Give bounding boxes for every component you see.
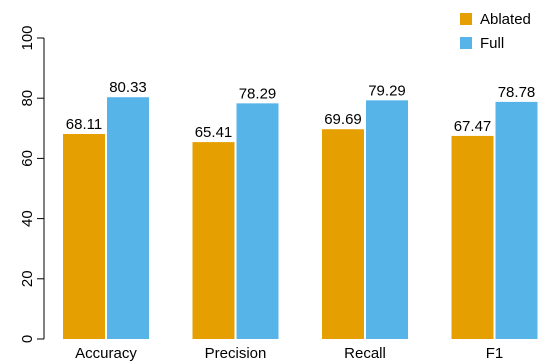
bar-value-label: 78.78 [498, 84, 536, 101]
y-tick-label: 80 [19, 90, 36, 107]
bar-value-label: 80.33 [109, 79, 147, 96]
x-tick-label: Precision [205, 345, 267, 362]
x-tick-label: Recall [344, 345, 386, 362]
bar-value-label: 68.11 [66, 116, 102, 133]
bar-ablated-f1 [451, 135, 494, 339]
legend: Ablated Full [460, 11, 531, 52]
legend-label: Full [480, 35, 504, 52]
y-tick-label: 100 [19, 25, 36, 50]
bar-full-precision [236, 103, 279, 339]
bar-full-f1 [495, 101, 538, 340]
bar-value-label: 69.69 [324, 111, 362, 128]
bars [63, 97, 538, 340]
y-tick-label: 0 [19, 335, 36, 343]
bar-value-label: 78.29 [239, 85, 277, 102]
bar-value-label: 79.29 [368, 82, 406, 99]
bar-value-label: 67.47 [454, 118, 492, 135]
bar-ablated-accuracy [63, 133, 105, 339]
value-labels: 68.11 80.33 65.41 78.29 69.69 79.29 67.47 78.78 [66, 79, 535, 141]
y-tick-label: 20 [19, 270, 36, 287]
bar-value-label: 65.41 [195, 124, 233, 141]
x-axis-labels: Accuracy Precision Recall F1 [75, 345, 503, 362]
bar-full-recall [366, 100, 408, 339]
bar-full-accuracy [107, 97, 149, 340]
legend-swatch [460, 37, 472, 49]
bar-ablated-precision [192, 142, 235, 339]
y-axis: 0 20 40 60 80 100 [19, 25, 45, 343]
x-tick-label: Accuracy [75, 345, 137, 362]
bar-ablated-recall [322, 129, 364, 339]
legend-label: Ablated [480, 11, 531, 28]
legend-swatch [460, 13, 472, 25]
y-tick-label: 40 [19, 210, 36, 227]
y-tick-label: 60 [19, 150, 36, 167]
x-tick-label: F1 [486, 345, 504, 362]
